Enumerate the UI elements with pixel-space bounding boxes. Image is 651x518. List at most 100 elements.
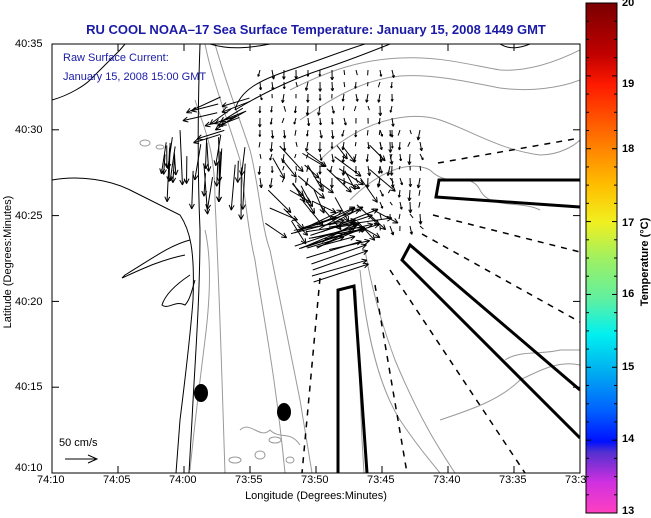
current-vector — [366, 129, 369, 136]
current-vector-head — [389, 189, 396, 192]
current-vector-head — [306, 134, 309, 137]
current-vector — [379, 141, 382, 147]
current-vector-head — [163, 169, 167, 175]
current-vector-head — [260, 184, 263, 188]
current-vector-head — [186, 178, 190, 184]
current-vector — [389, 153, 393, 165]
current-vector — [300, 185, 313, 207]
current-vector-head — [417, 184, 421, 189]
x-tick-label: 73:40 — [433, 474, 461, 486]
current-vector-head — [214, 119, 219, 124]
current-vector-head — [284, 148, 287, 152]
current-vector — [160, 142, 167, 174]
current-vector — [215, 134, 222, 166]
current-vector — [221, 100, 251, 113]
current-vector — [240, 147, 246, 176]
current-vector-head — [321, 192, 325, 199]
current-vector — [206, 177, 214, 210]
current-vector — [242, 163, 246, 210]
current-vector-head — [228, 204, 232, 211]
current-vector — [398, 165, 401, 170]
current-vector-head — [379, 158, 386, 162]
current-vector-head — [204, 121, 210, 127]
current-vector — [294, 153, 297, 159]
current-vector — [419, 213, 422, 225]
current-vector-head — [201, 190, 205, 197]
current-vector-head — [368, 223, 374, 229]
current-vector-head — [330, 215, 337, 218]
current-vector-head — [417, 137, 421, 141]
current-vector-head — [381, 147, 383, 150]
current-vector — [409, 225, 413, 235]
current-vector — [398, 141, 401, 150]
current-vector — [398, 189, 401, 198]
current-vector-head — [302, 233, 308, 236]
scale-label: 50 cm/s — [59, 437, 98, 449]
current-vector-head — [327, 191, 334, 194]
current-vector — [389, 225, 394, 236]
current-vector — [221, 97, 250, 107]
current-vector — [216, 163, 219, 187]
current-vector — [367, 105, 370, 111]
current-vector-head — [409, 183, 413, 188]
station-marker — [194, 384, 208, 402]
current-vector-head — [390, 134, 392, 137]
surface-current-vectors — [159, 69, 424, 283]
current-vector — [409, 213, 414, 219]
current-vector — [182, 112, 218, 122]
current-vector-head — [391, 98, 394, 102]
current-vector-head — [307, 99, 310, 103]
scale-arrow — [65, 454, 99, 464]
current-vector — [342, 105, 345, 111]
current-vector — [167, 137, 173, 169]
current-vector — [307, 117, 310, 126]
current-vector-head — [159, 168, 162, 174]
current-vector-head — [398, 147, 402, 151]
current-vector-head — [349, 159, 356, 163]
current-vector-head — [170, 177, 174, 183]
current-vector-head — [380, 227, 386, 231]
current-vector — [397, 129, 401, 136]
current-vector-head — [376, 232, 381, 238]
colorbar-tick-label: 16 — [622, 288, 635, 300]
current-vector-head — [258, 171, 262, 175]
current-vector-head — [191, 203, 195, 210]
current-vector-head — [297, 169, 304, 173]
current-vector-head — [272, 135, 275, 139]
current-vector — [311, 259, 368, 277]
current-vector — [259, 81, 262, 90]
current-vector-head — [367, 222, 373, 225]
current-vector-head — [338, 210, 343, 216]
current-vector-head — [332, 88, 335, 92]
current-vector-head — [349, 234, 356, 238]
current-vector — [331, 129, 334, 139]
current-vector-head — [167, 175, 171, 182]
current-vector-head — [332, 207, 337, 213]
current-vector — [283, 129, 286, 139]
current-vector-head — [306, 112, 310, 116]
current-vector-head — [357, 240, 362, 246]
current-vector-head — [343, 182, 346, 185]
current-vector-head — [341, 134, 345, 137]
y-axis-label: Latitude (Degrees:Minutes) — [2, 195, 14, 329]
current-vector — [319, 129, 323, 139]
current-vector — [391, 117, 394, 127]
colorbar-tick-label: 14 — [622, 433, 635, 445]
current-vector — [306, 209, 361, 229]
current-vector-head — [193, 142, 200, 145]
current-vector-head — [361, 258, 368, 261]
current-vector — [336, 145, 348, 160]
current-vector-head — [381, 170, 383, 174]
current-vector-head — [373, 222, 380, 225]
current-vector-head — [183, 178, 187, 184]
current-vector — [302, 152, 326, 167]
current-vector — [214, 110, 247, 125]
current-vector — [378, 93, 381, 103]
annotation-line1: Raw Surface Current: — [63, 52, 169, 64]
current-vector-head — [377, 184, 381, 188]
current-vector-head — [359, 206, 364, 212]
current-vector-head — [288, 207, 292, 213]
current-vector-head — [269, 158, 272, 161]
x-tick-label: 74:05 — [103, 474, 131, 486]
current-vector — [342, 141, 345, 151]
